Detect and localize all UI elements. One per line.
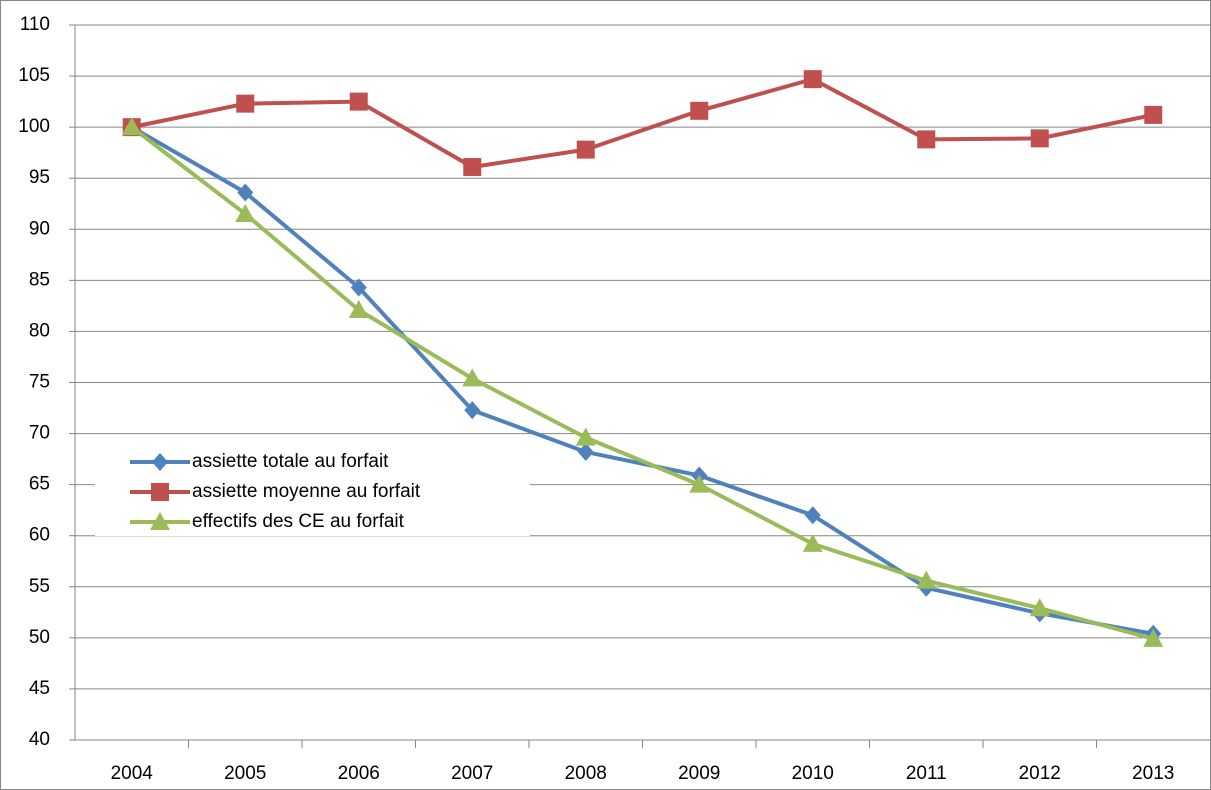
y-tick-label: 65 <box>29 474 50 495</box>
marker <box>151 483 169 501</box>
marker <box>349 92 368 111</box>
series-line <box>131 77 1154 169</box>
marker <box>689 474 710 493</box>
y-tick-label: 40 <box>29 729 50 750</box>
marker <box>237 183 254 202</box>
y-tick-label: 80 <box>29 320 50 341</box>
y-tick-label: 85 <box>29 269 50 290</box>
series-line <box>130 125 1154 641</box>
x-tick-label: 2006 <box>338 763 380 784</box>
marker <box>1144 105 1163 124</box>
y-tick-label: 55 <box>29 576 50 597</box>
y-tick-label: 105 <box>18 65 50 86</box>
plot <box>121 70 1164 647</box>
marker <box>690 101 709 120</box>
marker <box>917 130 936 149</box>
y-tick-label: 95 <box>29 167 50 188</box>
marker <box>152 453 168 471</box>
marker <box>1143 628 1164 647</box>
marker <box>916 570 937 589</box>
y-tick-label: 75 <box>29 372 50 393</box>
marker <box>802 533 823 552</box>
y-tick-label: 110 <box>20 14 50 35</box>
marker <box>236 94 255 113</box>
legend-label: assiette totale au forfait <box>192 451 389 472</box>
marker <box>803 70 822 89</box>
marker <box>1029 598 1050 617</box>
y-tick-label: 70 <box>29 423 50 444</box>
x-tick-label: 2009 <box>678 763 720 784</box>
marker <box>462 368 483 387</box>
marker <box>576 140 595 159</box>
marker <box>1030 129 1049 148</box>
legend: assiette totale au forfait assiette moyen… <box>95 446 530 536</box>
x-tick-label: 2012 <box>1019 763 1061 784</box>
marker <box>150 512 170 530</box>
y-tick-label: 50 <box>29 627 50 648</box>
x-tick-label: 2008 <box>565 763 607 784</box>
x-tick-label: 2007 <box>451 763 493 784</box>
marker <box>463 157 482 176</box>
marker <box>350 278 367 297</box>
x-tick-label: 2004 <box>111 763 154 784</box>
marker <box>464 401 481 420</box>
x-tick-label: 2013 <box>1132 763 1174 784</box>
y-tick-label: 100 <box>18 116 50 137</box>
y-tick-label: 45 <box>29 678 50 699</box>
marker <box>577 442 594 461</box>
series-line <box>130 125 1154 636</box>
x-tick-label: 2011 <box>906 763 947 784</box>
marker <box>575 427 596 446</box>
marker <box>348 299 369 318</box>
x-tick-label: 2005 <box>224 763 266 784</box>
marker <box>804 506 821 525</box>
y-tick-label: 90 <box>29 218 50 239</box>
legend-label: effectifs des CE au forfait <box>192 511 405 532</box>
x-tick-label: 2010 <box>792 763 834 784</box>
marker <box>235 203 256 222</box>
y-tick-label: 60 <box>29 525 50 546</box>
marker <box>121 117 142 136</box>
legend-label: assiette moyenne au forfait <box>192 481 421 502</box>
